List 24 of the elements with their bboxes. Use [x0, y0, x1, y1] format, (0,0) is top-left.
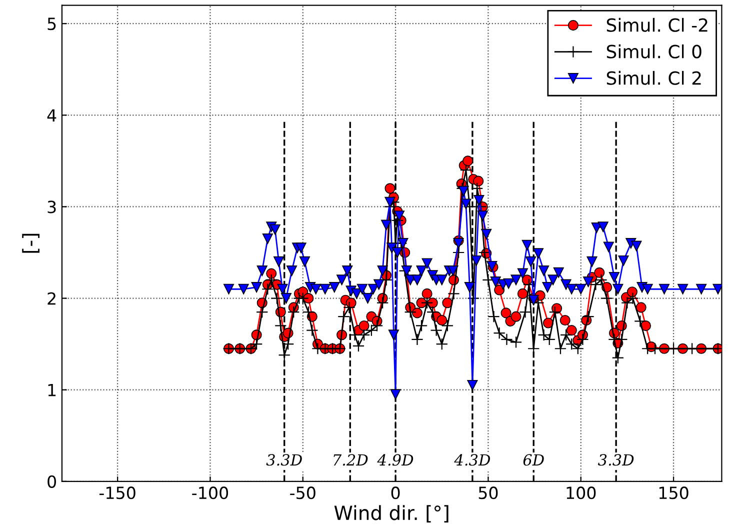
y-tick-label: 2 [48, 292, 56, 305]
x-tick-label: 50 [478, 486, 498, 500]
ref-line-label: 7.2D [334, 454, 368, 466]
ref-line-label: 4.9D [377, 454, 414, 466]
x-axis-title: Wind dir. [°] [334, 505, 448, 522]
y-tick-label: 3 [48, 200, 56, 214]
ref-line-label: 4.3D [454, 454, 490, 466]
x-tick-label: 100 [566, 486, 596, 500]
ref-line-label: 3.3D [266, 454, 302, 466]
ref-line-label: 6D [523, 454, 544, 466]
y-tick-label: 1 [48, 384, 56, 396]
ref-line-label: 3.3D [598, 454, 634, 466]
legend-label: Simul. Cl 0 [606, 44, 702, 58]
legend-label: Simul. Cl -2 [606, 18, 708, 32]
x-tick-label: -50 [290, 486, 316, 500]
x-tick-label: -150 [99, 486, 136, 500]
y-tick-label: 5 [48, 18, 56, 30]
y-axis-title: [-] [22, 234, 40, 253]
x-tick-label: 150 [659, 486, 688, 500]
y-tick-label: 0 [48, 475, 56, 488]
x-tick-label: -100 [192, 486, 228, 500]
y-tick-label: 4 [47, 109, 56, 122]
x-tick-label: 0 [391, 486, 400, 500]
legend-label: Simul. Cl 2 [606, 70, 701, 85]
